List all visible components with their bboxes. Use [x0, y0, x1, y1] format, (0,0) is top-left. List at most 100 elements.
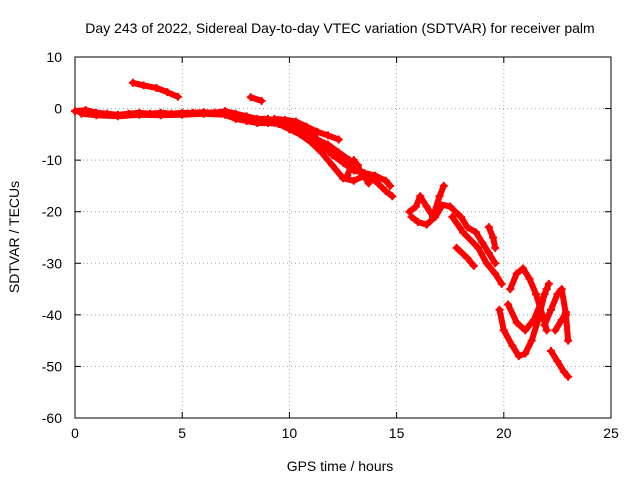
data-point: [504, 300, 513, 309]
data-point: [77, 109, 86, 118]
data-point: [463, 254, 472, 263]
data-point: [491, 259, 500, 268]
data-point: [544, 279, 553, 288]
data-point: [546, 305, 555, 314]
data-point: [508, 341, 517, 350]
data-point: [527, 336, 536, 345]
x-tick-label: 5: [178, 425, 186, 441]
data-point: [422, 202, 431, 211]
data-point: [484, 223, 493, 232]
data-point: [482, 259, 491, 268]
data-point: [416, 192, 425, 201]
data-point: [495, 305, 504, 314]
ticks: 0 5 10 15 20 25 10 0 -10 -20 -30 -40 -50 -60: [42, 49, 619, 441]
data-point: [246, 93, 255, 102]
data-point: [257, 96, 266, 105]
data-series: [71, 78, 573, 381]
series-10: [448, 212, 506, 288]
data-point: [521, 326, 530, 335]
data-point: [381, 176, 390, 185]
data-point: [302, 126, 311, 135]
data-point: [173, 92, 182, 101]
data-point: [497, 279, 506, 288]
data-point: [469, 261, 478, 270]
series-trace: [449, 213, 505, 287]
data-point: [405, 207, 414, 216]
data-point: [281, 115, 290, 124]
data-point: [317, 148, 326, 157]
series-18: [551, 308, 570, 335]
y-tick-label: -20: [42, 204, 62, 220]
series-11: [452, 243, 478, 270]
data-point: [553, 290, 562, 299]
data-point: [152, 83, 161, 92]
x-tick-label: 25: [603, 425, 619, 441]
data-point: [531, 290, 540, 299]
data-point: [491, 243, 500, 252]
data-point: [349, 176, 358, 185]
data-point: [521, 349, 530, 358]
data-point: [221, 110, 230, 119]
plot-frame: [74, 56, 612, 419]
data-point: [128, 78, 137, 87]
data-point: [519, 264, 528, 273]
data-point: [414, 218, 423, 227]
chart-title: Day 243 of 2022, Sidereal Day-to-day VTE…: [85, 20, 594, 36]
x-axis-label: GPS time / hours: [287, 458, 394, 474]
data-point: [553, 357, 562, 366]
series-9: [435, 199, 500, 268]
series-1: [77, 109, 397, 201]
data-point: [113, 112, 122, 121]
data-point: [306, 138, 315, 147]
data-point: [411, 202, 420, 211]
data-point: [435, 199, 444, 208]
data-point: [334, 135, 343, 144]
series-5: [289, 120, 363, 170]
data-point: [178, 110, 187, 119]
data-point: [564, 372, 573, 381]
series-6: [343, 156, 373, 188]
y-tick-label: 10: [46, 49, 62, 65]
y-tick-label: -30: [42, 255, 62, 271]
series-trace: [548, 348, 572, 380]
series-trace: [541, 286, 572, 344]
y-tick-label: -60: [42, 410, 62, 426]
data-point: [529, 316, 538, 325]
data-point: [388, 192, 397, 201]
data-point: [339, 174, 347, 183]
series-3: [246, 93, 266, 105]
data-point: [474, 243, 483, 252]
data-point: [242, 116, 251, 125]
y-axis-label: SDTVAR / TECUs: [6, 181, 22, 293]
data-point: [263, 119, 272, 128]
data-point: [343, 171, 352, 180]
series-2: [128, 78, 182, 101]
x-tick-label: 0: [71, 425, 79, 441]
data-point: [491, 269, 500, 278]
data-point: [506, 285, 515, 294]
data-point: [231, 114, 240, 123]
data-point: [323, 140, 332, 149]
data-point: [349, 156, 358, 165]
data-point: [323, 131, 332, 140]
series-17: [546, 346, 573, 381]
data-point: [313, 135, 322, 144]
data-point: [356, 166, 365, 175]
data-point: [296, 130, 305, 139]
y-tick-label: -10: [42, 152, 62, 168]
data-point: [546, 346, 555, 355]
data-point: [452, 243, 461, 252]
data-point: [92, 111, 101, 120]
data-point: [253, 119, 262, 128]
data-point: [285, 125, 294, 134]
data-point: [289, 120, 298, 129]
data-point: [313, 127, 322, 136]
data-point: [339, 158, 347, 167]
data-point: [328, 150, 337, 159]
data-point: [525, 274, 534, 283]
series-trace: [436, 201, 499, 267]
data-point: [439, 181, 448, 190]
data-point: [463, 223, 472, 232]
x-tick-label: 20: [496, 425, 512, 441]
